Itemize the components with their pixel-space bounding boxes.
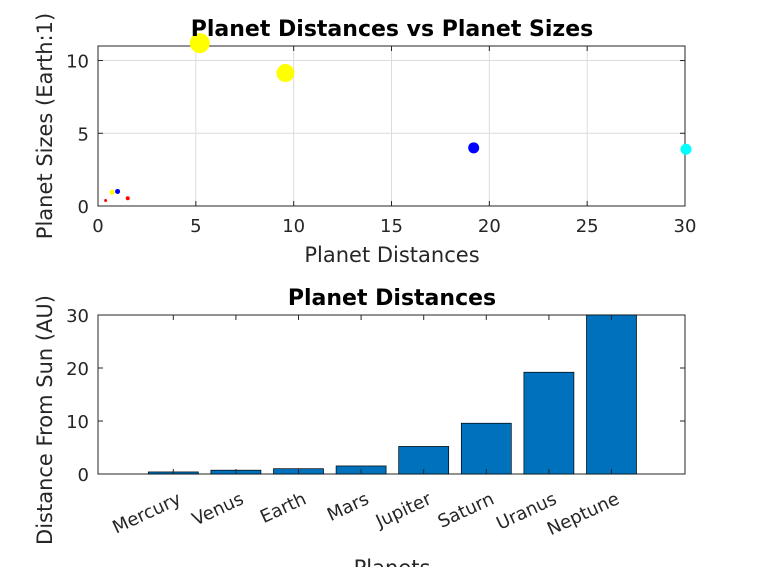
scatter-grid <box>97 46 686 207</box>
bar <box>586 314 637 475</box>
scatter-point <box>680 143 692 155</box>
scatter-point <box>468 142 480 154</box>
bar-y-tick-label: 10 <box>66 412 89 433</box>
bar-category-label: Saturn <box>435 488 498 532</box>
scatter-x-tick-label: 30 <box>674 216 697 237</box>
scatter-x-tick-label: 20 <box>478 216 501 237</box>
scatter-point <box>276 64 295 83</box>
scatter-x-tick-label: 25 <box>576 216 599 237</box>
scatter-point <box>115 188 121 194</box>
scatter-point <box>189 33 210 54</box>
bar-y-tick-label: 30 <box>66 306 89 327</box>
bar-x-label: Planets <box>354 556 431 567</box>
scatter-x-tick-label: 15 <box>380 216 403 237</box>
scatter-x-tick-label: 10 <box>282 216 305 237</box>
bar-series <box>147 314 637 475</box>
bar-axes-box <box>97 314 686 475</box>
scatter-x-label: Planet Distances <box>304 243 479 267</box>
scatter-point <box>109 189 115 195</box>
scatter-x-tick-label: 5 <box>190 216 201 237</box>
scatter-y-tick-label: 10 <box>66 52 89 73</box>
scatter-x-tick-label: 0 <box>92 216 103 237</box>
scatter-point <box>104 198 108 202</box>
bar-category-label: Mars <box>324 488 372 525</box>
bar-category-label: Earth <box>257 488 310 527</box>
bar-category-label: Jupiter <box>372 488 436 533</box>
scatter-y-tick-label: 0 <box>78 197 89 218</box>
scatter-y-label: Planet Sizes (Earth:1) <box>33 13 57 239</box>
bar <box>460 422 512 475</box>
bar-title: Planet Distances <box>288 286 496 311</box>
scatter-point <box>125 196 130 201</box>
bar-y-tick-label: 0 <box>78 465 89 486</box>
scatter-chart: 0 5 10 15 20 25 30 0 5 10 Planet Distances vs Pla… <box>33 13 696 267</box>
scatter-ticks: 0 5 10 15 20 25 30 0 5 10 <box>66 46 696 237</box>
bar <box>523 371 575 475</box>
bar-y-tick-label: 20 <box>66 359 89 380</box>
bar-category-label: Venus <box>189 488 247 530</box>
bar-y-label: Distance From Sun (AU) <box>33 295 57 545</box>
bar-chart: Mercury Venus Earth Mars Jupiter SaturnUranus… <box>33 286 686 567</box>
bar-category-label: Neptune <box>544 488 623 540</box>
scatter-y-tick-label: 5 <box>78 124 89 145</box>
scatter-points <box>104 33 692 202</box>
scatter-title: Planet Distances vs Planet Sizes <box>191 17 593 42</box>
bar-category-label: Mercury <box>109 488 184 538</box>
